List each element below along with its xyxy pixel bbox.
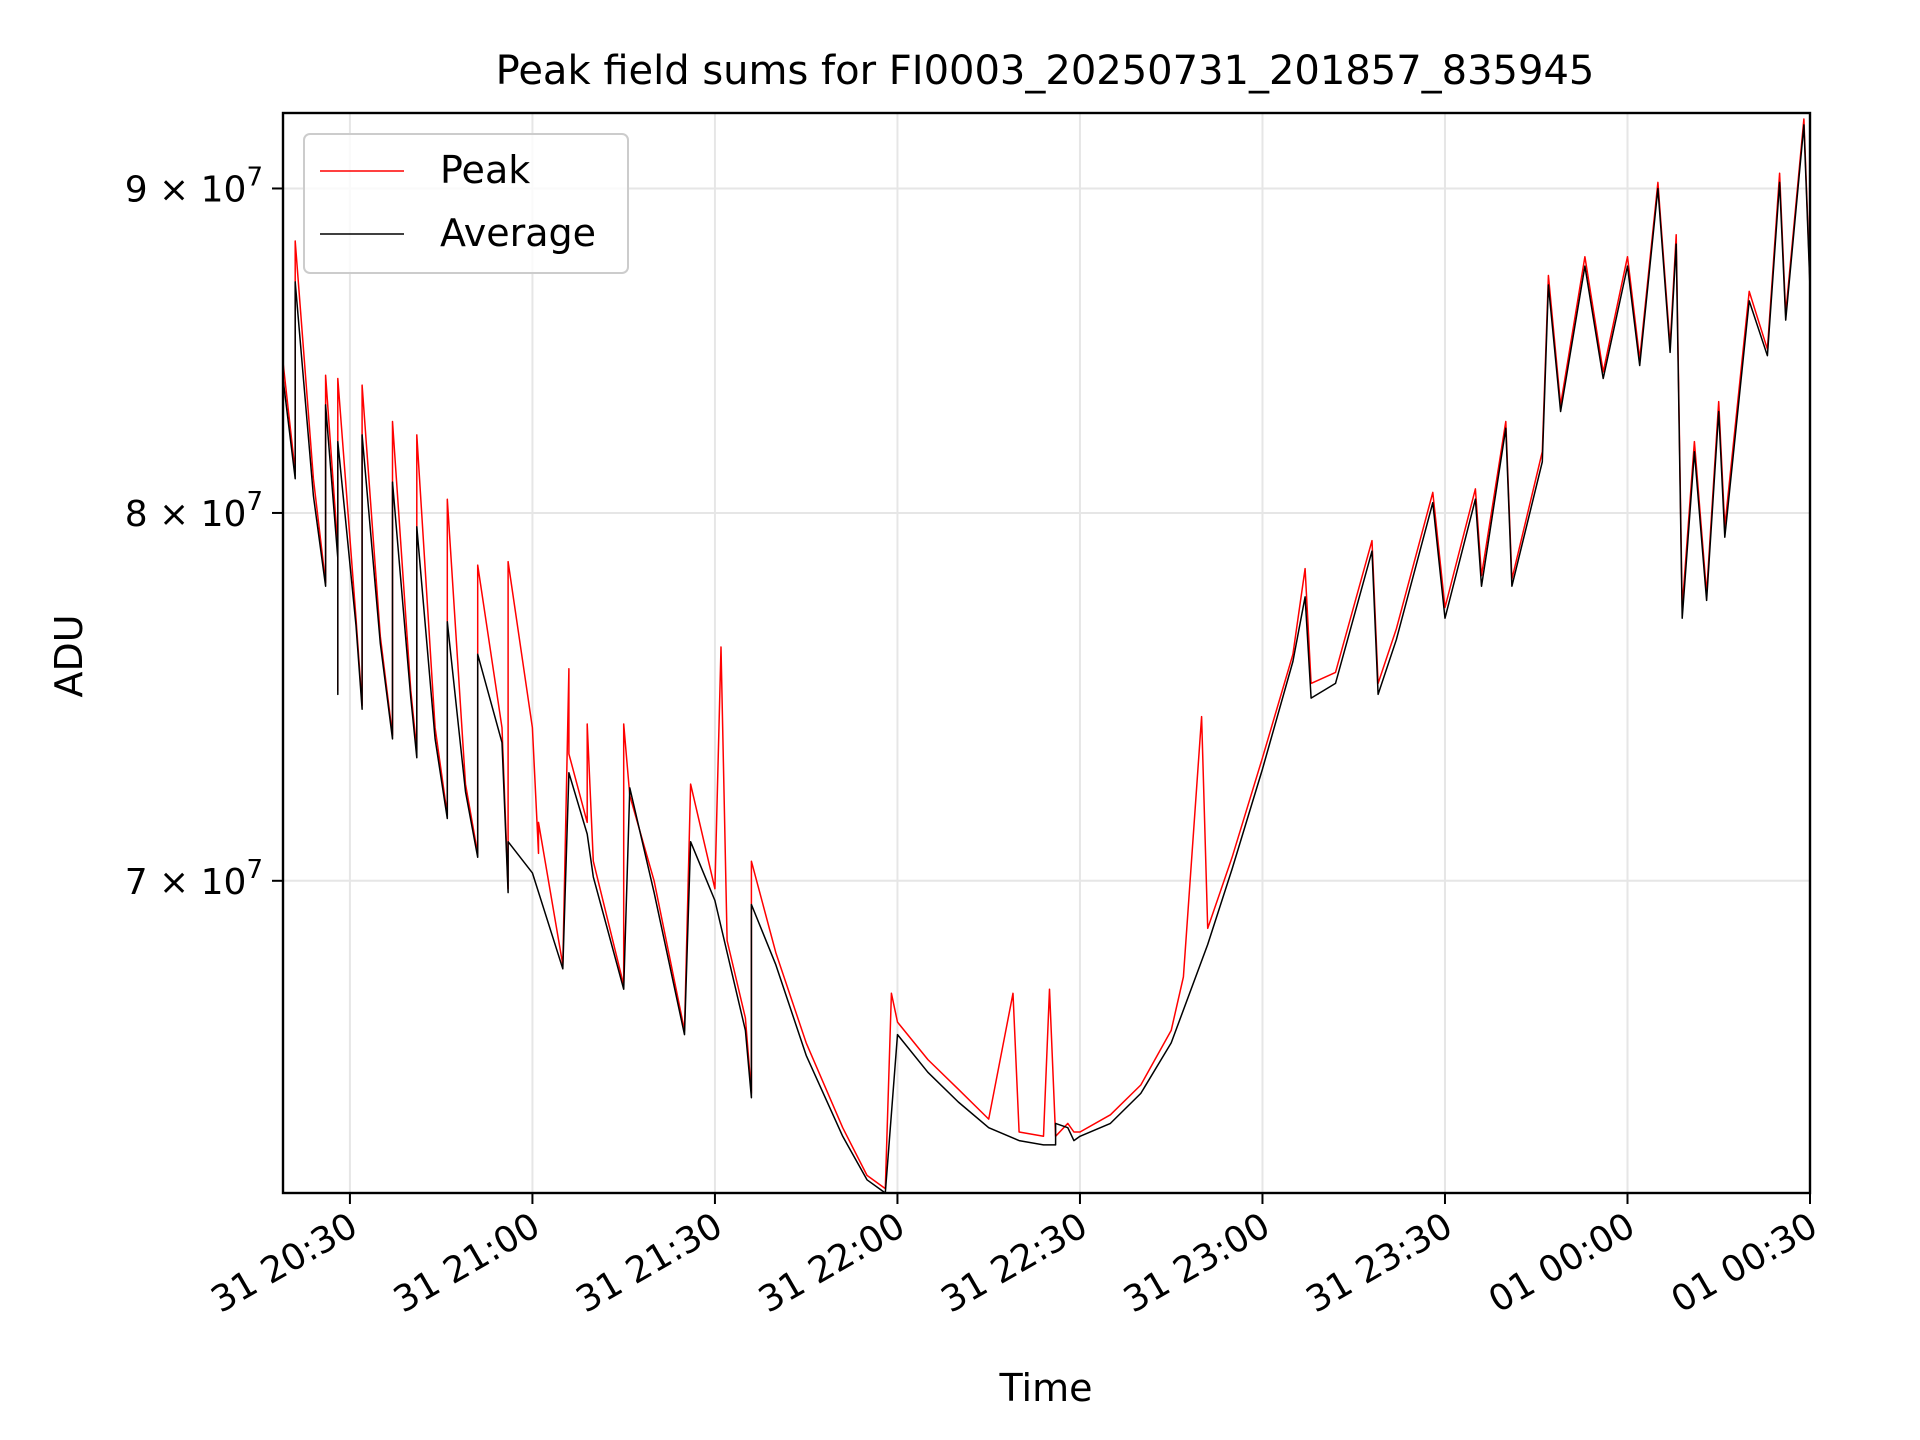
legend-peak-label: Peak — [440, 148, 530, 192]
y-tick-label: 7 × 107 — [125, 855, 263, 903]
legend: Peak Average — [303, 133, 629, 274]
x-axis-label: Time — [999, 1366, 1093, 1410]
y-tick-label: 9 × 107 — [125, 162, 263, 210]
y-axis-ticks: 9 × 107 8 × 107 7 × 107 — [125, 162, 283, 903]
legend-box — [303, 133, 629, 274]
plot-frame — [281, 111, 1812, 1195]
legend-average-label: Average — [440, 211, 596, 255]
series-line-average — [282, 124, 1811, 1194]
chart-title: Peak field sums for FI0003_20250731_2018… — [496, 48, 1595, 94]
plot-series — [282, 118, 1811, 1194]
y-axis-label: ADU — [47, 614, 91, 697]
series-line-peak — [282, 118, 1811, 1190]
y-tick-label: 8 × 107 — [125, 487, 263, 535]
